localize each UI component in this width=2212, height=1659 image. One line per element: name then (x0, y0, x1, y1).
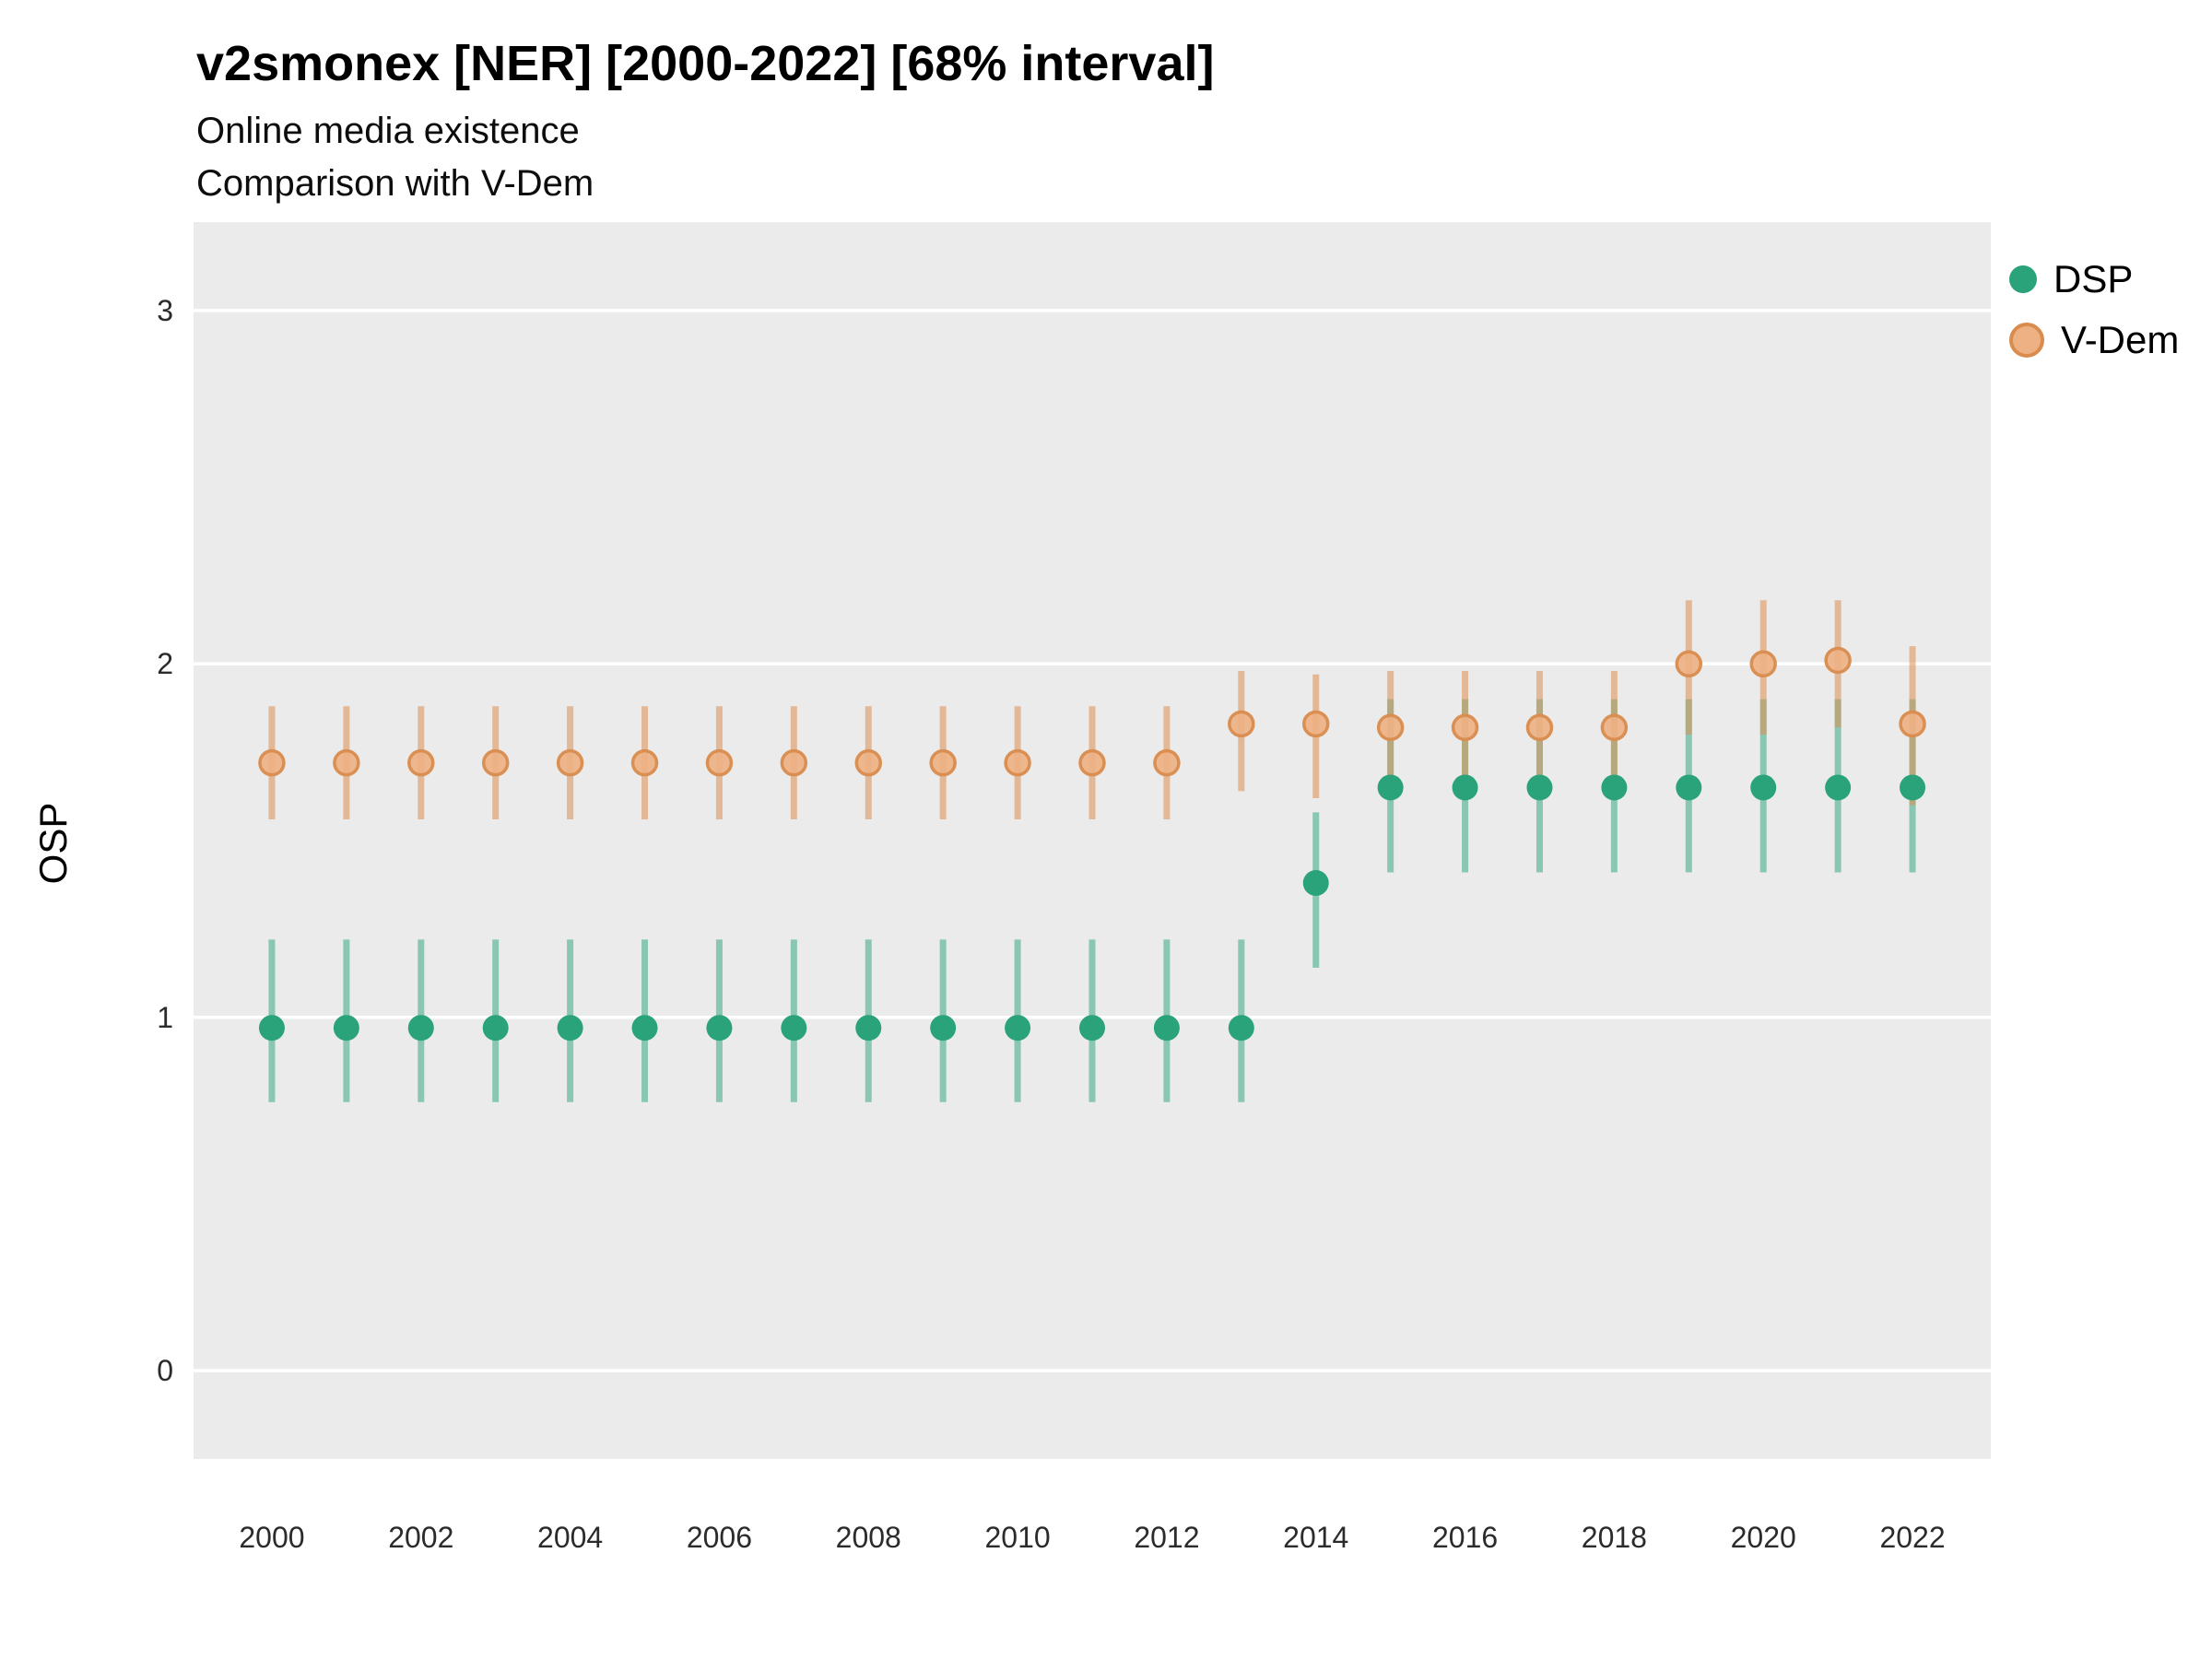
y-tick-label: 3 (157, 293, 173, 327)
y-tick-label: 2 (157, 647, 173, 681)
x-tick-label: 2002 (388, 1521, 454, 1554)
x-tick-label: 2020 (1730, 1521, 1796, 1554)
x-tick-label: 2000 (239, 1521, 305, 1554)
x-tick-label: 2016 (1431, 1521, 1499, 1554)
legend: DSP V-Dem (2009, 251, 2179, 369)
legend-label-dsp: DSP (2053, 257, 2134, 300)
legend-label-vdem: V-Dem (2061, 318, 2180, 361)
y-tick-label: 1 (157, 1000, 173, 1034)
x-tick-label: 2010 (984, 1521, 1051, 1554)
chart-subtitle: Online media existence (196, 111, 580, 151)
y-axis-title: OSP (31, 802, 75, 885)
plot-panel (194, 222, 1991, 1459)
x-tick-label: 2004 (537, 1521, 604, 1554)
x-tick-label: 2012 (1134, 1521, 1200, 1554)
x-tick-label: 2014 (1283, 1521, 1349, 1554)
legend-item-dsp: DSP (2009, 251, 2179, 308)
x-tick-label: 2018 (1581, 1521, 1647, 1554)
legend-dot-dsp (2009, 265, 2037, 293)
chart-subtitle-2: Comparison with V-Dem (196, 163, 594, 204)
x-tick-label: 2008 (835, 1521, 901, 1554)
y-tick-label: 0 (157, 1354, 173, 1388)
legend-item-vdem: V-Dem (2009, 312, 2179, 369)
legend-dot-vdem (2009, 323, 2044, 358)
chart-title: v2smonex [NER] [2000-2022] [68% interval… (196, 36, 1215, 91)
plot-svg (194, 309, 1991, 1372)
x-tick-label: 2006 (686, 1521, 753, 1554)
x-tick-label: 2022 (1879, 1521, 1946, 1554)
